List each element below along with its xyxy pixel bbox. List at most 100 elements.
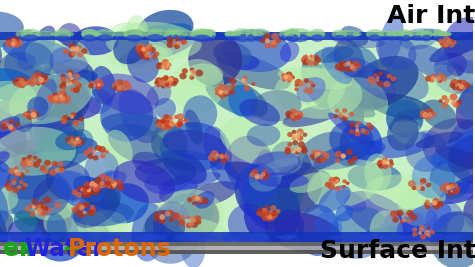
- Ellipse shape: [161, 84, 165, 88]
- Ellipse shape: [463, 191, 475, 234]
- Ellipse shape: [261, 213, 267, 219]
- Ellipse shape: [311, 84, 315, 88]
- Ellipse shape: [19, 76, 27, 83]
- Ellipse shape: [124, 29, 144, 39]
- Ellipse shape: [105, 182, 114, 189]
- Ellipse shape: [296, 111, 302, 116]
- Ellipse shape: [69, 78, 74, 83]
- Ellipse shape: [117, 86, 121, 89]
- Ellipse shape: [49, 47, 89, 81]
- Ellipse shape: [25, 36, 90, 75]
- Ellipse shape: [60, 91, 67, 97]
- Ellipse shape: [157, 189, 224, 235]
- Ellipse shape: [450, 79, 458, 86]
- Ellipse shape: [145, 49, 151, 54]
- Ellipse shape: [335, 190, 366, 212]
- Ellipse shape: [14, 210, 41, 234]
- Ellipse shape: [0, 127, 76, 176]
- Ellipse shape: [191, 195, 196, 200]
- Ellipse shape: [19, 83, 26, 88]
- Ellipse shape: [265, 205, 270, 210]
- Ellipse shape: [145, 233, 156, 241]
- Ellipse shape: [99, 234, 108, 241]
- Ellipse shape: [271, 212, 278, 218]
- Ellipse shape: [84, 188, 87, 192]
- Ellipse shape: [39, 202, 43, 206]
- Ellipse shape: [87, 210, 95, 216]
- Ellipse shape: [0, 68, 36, 101]
- Ellipse shape: [350, 122, 355, 128]
- Ellipse shape: [285, 34, 299, 42]
- Ellipse shape: [440, 42, 444, 46]
- Ellipse shape: [390, 235, 412, 240]
- Ellipse shape: [2, 38, 73, 65]
- Ellipse shape: [270, 205, 276, 211]
- Ellipse shape: [76, 83, 82, 89]
- Ellipse shape: [426, 201, 465, 239]
- Ellipse shape: [135, 45, 143, 53]
- Ellipse shape: [40, 74, 48, 81]
- Ellipse shape: [242, 76, 247, 80]
- Ellipse shape: [226, 234, 247, 241]
- Ellipse shape: [445, 98, 450, 103]
- Ellipse shape: [47, 122, 79, 151]
- Ellipse shape: [95, 85, 101, 90]
- Ellipse shape: [19, 78, 24, 83]
- Ellipse shape: [252, 151, 301, 176]
- Ellipse shape: [275, 67, 362, 119]
- Ellipse shape: [336, 30, 360, 38]
- Ellipse shape: [13, 172, 19, 176]
- Ellipse shape: [213, 155, 218, 160]
- Ellipse shape: [271, 33, 279, 40]
- Ellipse shape: [280, 234, 298, 240]
- Ellipse shape: [100, 183, 149, 223]
- Ellipse shape: [163, 61, 169, 66]
- Ellipse shape: [77, 51, 84, 57]
- Ellipse shape: [225, 30, 234, 38]
- Ellipse shape: [308, 60, 314, 66]
- Ellipse shape: [58, 167, 65, 173]
- Ellipse shape: [424, 65, 459, 99]
- Ellipse shape: [183, 118, 189, 123]
- Ellipse shape: [179, 195, 219, 237]
- Ellipse shape: [170, 117, 174, 121]
- Ellipse shape: [306, 58, 311, 63]
- Ellipse shape: [67, 72, 72, 77]
- Ellipse shape: [34, 210, 88, 262]
- Ellipse shape: [11, 233, 24, 242]
- Ellipse shape: [95, 180, 101, 185]
- Ellipse shape: [301, 56, 308, 63]
- Ellipse shape: [174, 115, 179, 119]
- Ellipse shape: [453, 101, 460, 108]
- Ellipse shape: [432, 198, 440, 205]
- Ellipse shape: [70, 135, 75, 140]
- Ellipse shape: [335, 151, 342, 158]
- Ellipse shape: [8, 218, 71, 250]
- Ellipse shape: [0, 81, 39, 132]
- Ellipse shape: [187, 215, 190, 219]
- Ellipse shape: [194, 215, 201, 222]
- Ellipse shape: [73, 87, 80, 93]
- Ellipse shape: [46, 207, 52, 213]
- Ellipse shape: [156, 63, 163, 69]
- Ellipse shape: [31, 112, 37, 118]
- Ellipse shape: [285, 146, 291, 151]
- Ellipse shape: [387, 115, 419, 151]
- Ellipse shape: [364, 154, 391, 191]
- Ellipse shape: [424, 202, 428, 206]
- Ellipse shape: [84, 37, 100, 40]
- Ellipse shape: [228, 85, 257, 117]
- Ellipse shape: [31, 113, 36, 118]
- Ellipse shape: [368, 93, 433, 120]
- Ellipse shape: [34, 72, 42, 79]
- Ellipse shape: [33, 78, 38, 83]
- Ellipse shape: [454, 233, 462, 241]
- Ellipse shape: [188, 32, 242, 87]
- Ellipse shape: [313, 61, 318, 66]
- Ellipse shape: [196, 219, 201, 225]
- Ellipse shape: [201, 36, 210, 40]
- Ellipse shape: [180, 73, 187, 79]
- Ellipse shape: [301, 59, 334, 108]
- Ellipse shape: [88, 83, 94, 88]
- Ellipse shape: [225, 136, 275, 194]
